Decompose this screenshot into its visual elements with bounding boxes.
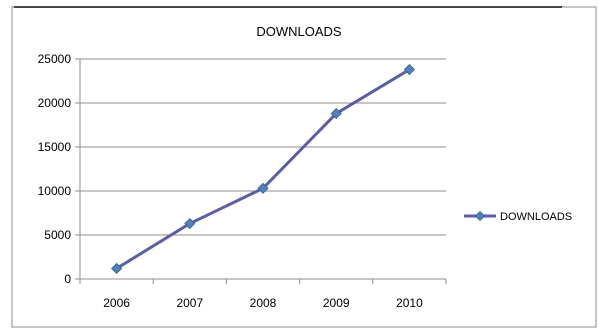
chart-area-border	[11, 6, 597, 328]
chart-title: DOWNLOADS	[256, 24, 342, 39]
x-tick-label: 2010	[396, 296, 423, 310]
y-tick-label: 20000	[38, 96, 72, 110]
y-tick-label: 15000	[38, 140, 72, 154]
data-point-marker	[184, 217, 196, 230]
data-point-marker	[111, 262, 123, 275]
plot-frame	[79, 59, 446, 280]
legend: DOWNLOADS	[464, 210, 572, 223]
legend-marker	[474, 210, 486, 222]
data-point-marker	[257, 182, 269, 194]
y-tick-label: 0	[64, 272, 71, 286]
series-line	[115, 68, 411, 270]
y-tick-label: 10000	[38, 184, 72, 198]
x-tick-label: 2009	[323, 296, 350, 310]
x-tick-label: 2008	[250, 296, 277, 310]
y-axis-ticks: 0 5000 10000 15000 20000 25000	[38, 52, 80, 286]
gridlines	[80, 58, 446, 236]
data-point-marker	[403, 63, 415, 76]
x-tick-label: 2007	[176, 296, 203, 310]
y-tick-label: 5000	[44, 228, 71, 242]
series-downloads	[111, 63, 415, 275]
y-tick-label: 25000	[38, 52, 72, 66]
x-axis-ticks: 2006 2007 2008 2009 2010	[79, 279, 447, 310]
x-tick-label: 2006	[103, 296, 130, 310]
data-point-marker	[330, 107, 342, 120]
legend-label: DOWNLOADS	[500, 211, 572, 223]
